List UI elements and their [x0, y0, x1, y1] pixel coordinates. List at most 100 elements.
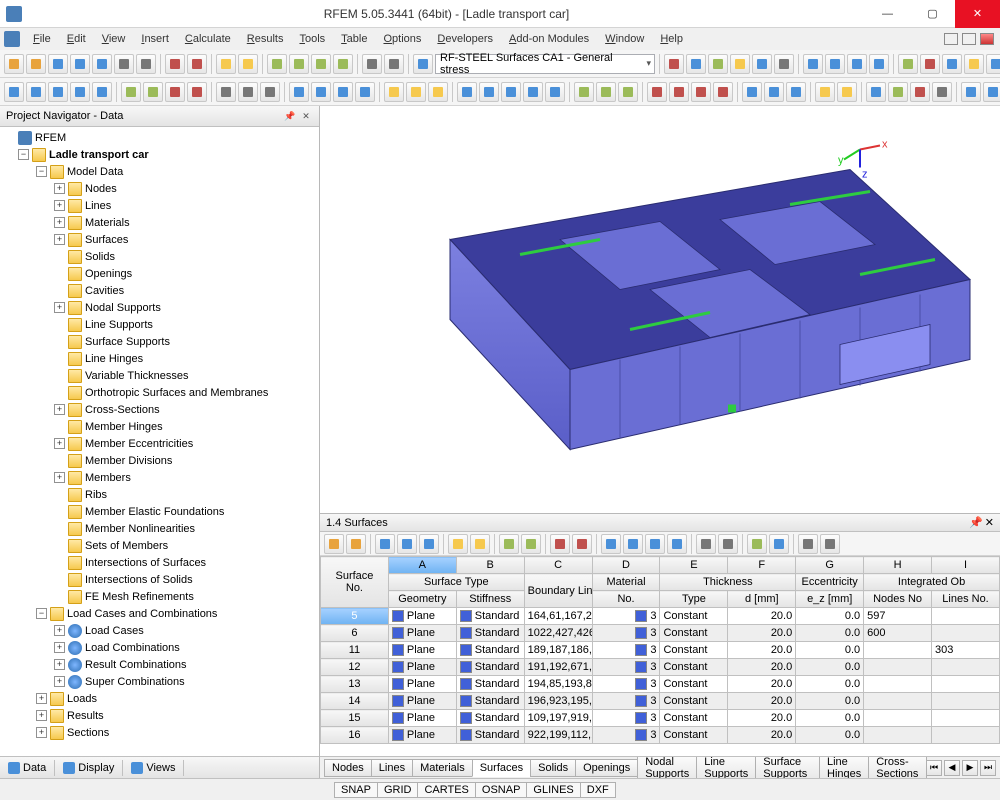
toolbar-button[interactable] [4, 54, 24, 74]
table-tab-surfaces[interactable]: Surfaces [472, 759, 531, 777]
tree-item[interactable]: Member Nonlinearities [0, 520, 319, 537]
tree-item[interactable]: +Nodal Supports [0, 299, 319, 316]
toolbar-button[interactable] [786, 82, 806, 102]
toolbar-button[interactable] [355, 82, 375, 102]
toolbar-button[interactable] [647, 82, 667, 102]
table-tab-surface-supports[interactable]: Surface Supports [755, 756, 820, 778]
row-number[interactable]: 5 [321, 608, 389, 625]
toolbar-button[interactable] [574, 82, 594, 102]
table-tab-nodal-supports[interactable]: Nodal Supports [637, 756, 697, 778]
pin-icon[interactable]: 📌 [283, 109, 297, 123]
toolbar-button[interactable] [26, 54, 46, 74]
toolbar-button[interactable] [448, 534, 468, 554]
row-number[interactable]: 11 [321, 642, 389, 659]
col-header[interactable]: e_z [mm] [796, 591, 864, 608]
menu-options[interactable]: Options [376, 31, 428, 47]
mdi-minimize[interactable] [944, 33, 958, 45]
toolbar-button[interactable] [920, 54, 940, 74]
col-header[interactable]: No. [592, 591, 660, 608]
tree-item[interactable]: +Loads [0, 690, 319, 707]
tree-item[interactable]: Orthotropic Surfaces and Membranes [0, 384, 319, 401]
expand-icon[interactable]: − [36, 608, 47, 619]
expand-icon[interactable]: + [54, 659, 65, 670]
toolbar-button[interactable] [48, 54, 68, 74]
tree-item[interactable]: +Results [0, 707, 319, 724]
col-letter[interactable]: A [388, 557, 456, 574]
tab-nav-arrow[interactable]: ◀ [944, 760, 960, 776]
toolbar-button[interactable] [26, 82, 46, 102]
surfaces-table[interactable]: SurfaceNo.ABCDEFGHISurface TypeBoundary … [320, 556, 1000, 756]
close-button[interactable]: ✕ [955, 0, 1000, 28]
table-tab-cross-sections[interactable]: Cross-Sections [868, 756, 927, 778]
toolbar-button[interactable] [983, 82, 1000, 102]
expand-icon[interactable]: − [18, 149, 29, 160]
tree-item[interactable]: Member Elastic Foundations [0, 503, 319, 520]
tree-item[interactable]: +Materials [0, 214, 319, 231]
module-combo[interactable]: RF-STEEL Surfaces CA1 - General stress [435, 54, 655, 74]
expand-icon[interactable]: + [54, 438, 65, 449]
status-snap[interactable]: SNAP [334, 782, 378, 798]
close-panel-icon[interactable]: ✕ [985, 516, 994, 529]
table-tab-materials[interactable]: Materials [412, 759, 473, 777]
toolbar-button[interactable] [837, 82, 857, 102]
toolbar-button[interactable] [238, 54, 258, 74]
menu-table[interactable]: Table [334, 31, 374, 47]
table-row[interactable]: 13PlaneStandard194,85,193,8953Constant20… [321, 676, 1000, 693]
toolbar-button[interactable] [419, 534, 439, 554]
toolbar-button[interactable] [346, 534, 366, 554]
toolbar-button[interactable] [165, 54, 185, 74]
toolbar-button[interactable] [499, 534, 519, 554]
table-tab-nodes[interactable]: Nodes [324, 759, 372, 777]
toolbar-button[interactable] [815, 82, 835, 102]
toolbar-button[interactable] [696, 534, 716, 554]
tree-item[interactable]: RFEM [0, 129, 319, 146]
toolbar-button[interactable] [260, 82, 280, 102]
tree-item[interactable]: Intersections of Solids [0, 571, 319, 588]
toolbar-button[interactable] [289, 82, 309, 102]
table-row[interactable]: 11PlaneStandard189,187,186,371,79,1701,1… [321, 642, 1000, 659]
toolbar-button[interactable] [501, 82, 521, 102]
toolbar-button[interactable] [691, 82, 711, 102]
col-letter[interactable]: F [728, 557, 796, 574]
col-letter[interactable]: H [864, 557, 932, 574]
mdi-restore[interactable] [962, 33, 976, 45]
menu-insert[interactable]: Insert [134, 31, 176, 47]
pin-icon[interactable]: 📌 [969, 516, 983, 529]
toolbar-button[interactable] [888, 82, 908, 102]
nav-tab-data[interactable]: Data [0, 760, 55, 776]
tree-item[interactable]: Cavities [0, 282, 319, 299]
tree-item[interactable]: +Nodes [0, 180, 319, 197]
tree-item[interactable]: +Member Eccentricities [0, 435, 319, 452]
row-number[interactable]: 16 [321, 727, 389, 744]
toolbar-button[interactable] [825, 54, 845, 74]
toolbar-button[interactable] [165, 82, 185, 102]
col-letter[interactable]: E [660, 557, 728, 574]
toolbar-button[interactable] [121, 82, 141, 102]
table-tab-line-hinges[interactable]: Line Hinges [819, 756, 869, 778]
expand-icon[interactable]: + [36, 693, 47, 704]
toolbar-button[interactable] [686, 54, 706, 74]
tree-item[interactable]: Intersections of Surfaces [0, 554, 319, 571]
toolbar-button[interactable] [479, 82, 499, 102]
menu-view[interactable]: View [95, 31, 133, 47]
expand-icon[interactable]: + [54, 183, 65, 194]
row-number[interactable]: 6 [321, 625, 389, 642]
toolbar-button[interactable] [216, 82, 236, 102]
toolbar-button[interactable] [216, 54, 236, 74]
menu-edit[interactable]: Edit [60, 31, 93, 47]
toolbar-button[interactable] [572, 534, 592, 554]
row-number[interactable]: 12 [321, 659, 389, 676]
toolbar-button[interactable] [375, 534, 395, 554]
tree-item[interactable]: −Ladle transport car [0, 146, 319, 163]
toolbar-button[interactable] [820, 534, 840, 554]
toolbar-button[interactable] [669, 82, 689, 102]
expand-icon[interactable]: + [54, 625, 65, 636]
col-header[interactable]: Lines No. [932, 591, 1000, 608]
tree-item[interactable]: Openings [0, 265, 319, 282]
expand-icon[interactable]: − [36, 166, 47, 177]
table-row[interactable]: 12PlaneStandard191,192,671,1903Constant2… [321, 659, 1000, 676]
table-row[interactable]: 6PlaneStandard1022,427,426,663,4233Const… [321, 625, 1000, 642]
status-grid[interactable]: GRID [377, 782, 419, 798]
tree-item[interactable]: Member Hinges [0, 418, 319, 435]
col-group[interactable]: Material [592, 574, 660, 591]
